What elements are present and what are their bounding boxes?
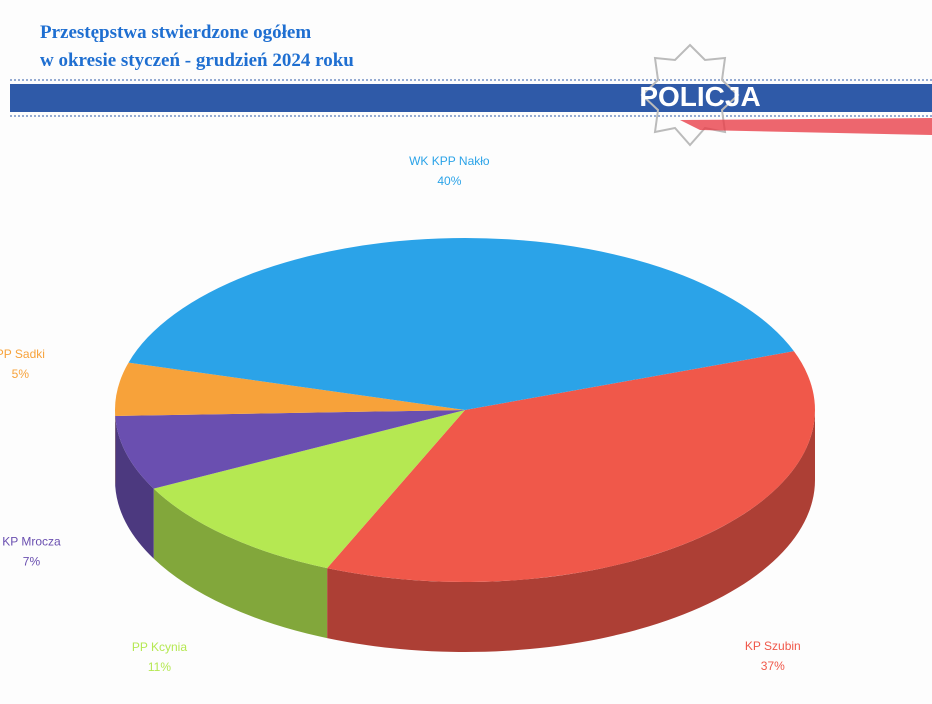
slice-side [115, 416, 154, 559]
pie: KP Szubin 37% PP Kcynia 11% KP Mrocza 7% PP Sa… [0, 154, 815, 674]
slice-value: 7% [23, 554, 41, 568]
slice-label: WK KPP Nakło [409, 154, 490, 168]
slice-label: PP Kcynia [132, 640, 187, 654]
slice-value: 40% [437, 174, 461, 188]
slice-value: 11% [148, 660, 171, 674]
slice [115, 362, 466, 417]
slice-side [153, 488, 328, 639]
red-stripe [680, 118, 932, 135]
slice-value: 5% [12, 367, 30, 381]
header-band [10, 84, 932, 112]
title: Przestępstwa stwierdzone ogółem [40, 22, 311, 43]
slice [327, 351, 815, 583]
star-logo [640, 43, 740, 147]
brand: POLICJA [639, 81, 760, 112]
slice-label: KP Mrocza [2, 534, 61, 548]
slice [153, 410, 465, 569]
slice [115, 410, 466, 489]
slice-value: 37% [761, 659, 785, 673]
slice-label: PP Sadki [0, 347, 45, 361]
slice-side [327, 410, 815, 653]
slice-label: KP Szubin [745, 639, 801, 653]
slice [128, 238, 794, 410]
subtitle: w okresie styczeń - grudzień 2024 roku [40, 50, 354, 71]
